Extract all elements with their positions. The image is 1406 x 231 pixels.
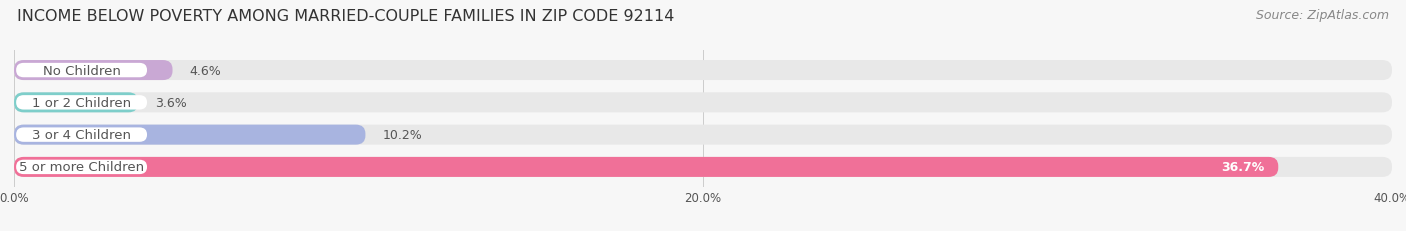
FancyBboxPatch shape (14, 125, 1392, 145)
FancyBboxPatch shape (14, 93, 138, 113)
FancyBboxPatch shape (14, 93, 1392, 113)
FancyBboxPatch shape (15, 96, 148, 110)
Text: 5 or more Children: 5 or more Children (20, 161, 145, 174)
FancyBboxPatch shape (14, 61, 173, 81)
Text: 10.2%: 10.2% (382, 129, 422, 142)
Text: 3 or 4 Children: 3 or 4 Children (32, 129, 131, 142)
Text: 3.6%: 3.6% (155, 96, 187, 109)
FancyBboxPatch shape (14, 125, 366, 145)
Text: No Children: No Children (42, 64, 121, 77)
Text: INCOME BELOW POVERTY AMONG MARRIED-COUPLE FAMILIES IN ZIP CODE 92114: INCOME BELOW POVERTY AMONG MARRIED-COUPL… (17, 9, 675, 24)
FancyBboxPatch shape (14, 157, 1392, 177)
FancyBboxPatch shape (15, 64, 148, 78)
FancyBboxPatch shape (15, 160, 148, 174)
FancyBboxPatch shape (15, 128, 148, 142)
Text: 4.6%: 4.6% (190, 64, 222, 77)
Text: Source: ZipAtlas.com: Source: ZipAtlas.com (1256, 9, 1389, 22)
Text: 36.7%: 36.7% (1222, 161, 1264, 174)
FancyBboxPatch shape (14, 157, 1278, 177)
Text: 1 or 2 Children: 1 or 2 Children (32, 96, 131, 109)
FancyBboxPatch shape (14, 61, 1392, 81)
